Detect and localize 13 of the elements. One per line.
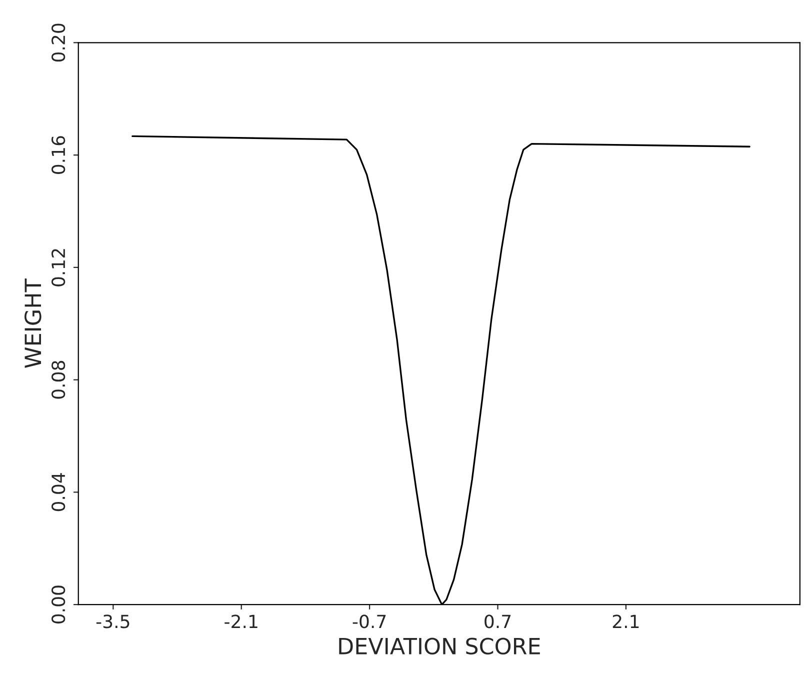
y-tick-label: 0.00 xyxy=(52,586,66,624)
y-tick-label: 0.12 xyxy=(52,249,66,286)
y-tick-label: 0.20 xyxy=(52,24,66,62)
x-tick-label: -3.5 xyxy=(96,614,130,628)
y-tick-label: 0.16 xyxy=(52,136,66,174)
x-tick-label: -2.1 xyxy=(224,614,258,628)
y-tick-label: 0.04 xyxy=(52,473,66,512)
x-tick-label: 0.7 xyxy=(484,614,511,628)
y-axis-title: WEIGHT xyxy=(24,278,42,368)
x-tick-label: 2.1 xyxy=(612,614,639,628)
y-tick-label: 0.08 xyxy=(52,360,66,399)
x-axis-title: DEVIATION SCORE xyxy=(339,638,540,655)
x-tick-label: -0.7 xyxy=(352,614,386,628)
